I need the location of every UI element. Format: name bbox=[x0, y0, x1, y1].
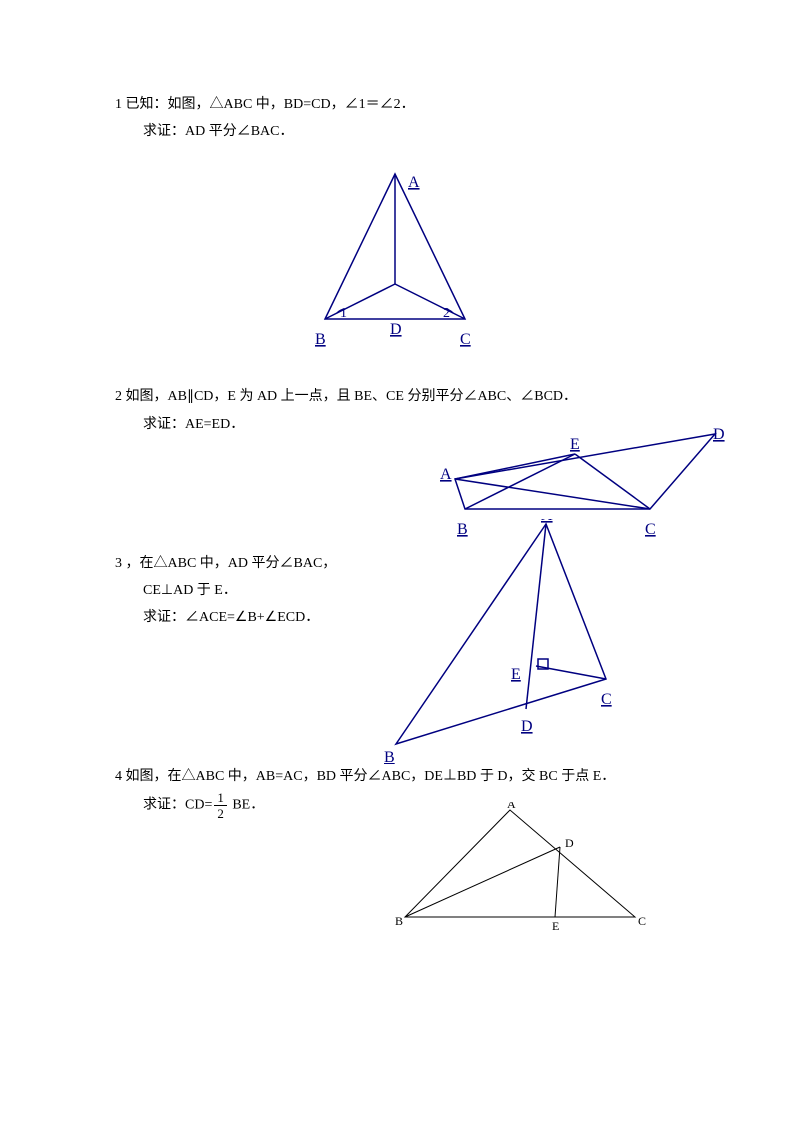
label-a: A bbox=[541, 519, 553, 524]
problem-1: 1 已知：如图，△ABC 中，BD=CD，∠1＝∠2． 求证：AD 平分∠BAC… bbox=[115, 92, 700, 354]
label-ang2: 2 bbox=[443, 306, 450, 321]
fraction: 12 bbox=[214, 791, 227, 820]
label-d: D bbox=[390, 321, 402, 338]
label-c: C bbox=[601, 691, 612, 708]
p4-line1: 4 如图，在△ABC 中，AB=AC，BD 平分∠ABC，DE⊥BD 于 D，交… bbox=[115, 764, 700, 789]
label-d: D bbox=[565, 836, 574, 850]
label-a: A bbox=[507, 802, 516, 811]
label-b: B bbox=[395, 914, 403, 928]
frac-den: 2 bbox=[214, 806, 227, 820]
p1-figure: A B C D 1 2 bbox=[295, 169, 700, 354]
label-e: E bbox=[570, 436, 580, 453]
p3-num: 3 bbox=[115, 556, 122, 571]
p3-figure: A B C D E bbox=[376, 519, 636, 764]
label-c: C bbox=[645, 521, 656, 538]
p3-line3: 求证：∠ACE=∠B+∠ECD． bbox=[115, 605, 336, 630]
p4-text2a: 求证：CD= bbox=[143, 798, 212, 813]
p2-num: 2 bbox=[115, 389, 122, 404]
problem-2: 2 如图，AB∥CD，E 为 AD 上一点，且 BE、CE 分别平分∠ABC、∠… bbox=[115, 384, 700, 538]
p1-line2: 求证：AD 平分∠BAC． bbox=[115, 119, 700, 144]
label-e: E bbox=[552, 919, 559, 933]
label-d: D bbox=[521, 718, 533, 735]
label-e: E bbox=[511, 666, 521, 683]
label-c: C bbox=[460, 331, 471, 348]
p3-line1: 3 ，在△ABC 中，AD 平分∠BAC， bbox=[115, 551, 336, 576]
p4-text1b: 于 D，交 BC 于点 E． bbox=[480, 769, 615, 784]
p4-num: 4 bbox=[115, 769, 122, 784]
label-c: C bbox=[638, 914, 646, 928]
p1-num: 1 bbox=[115, 97, 122, 112]
p4-figure: A B C D E bbox=[395, 802, 700, 942]
label-b: B bbox=[315, 331, 326, 348]
label-b: B bbox=[384, 749, 395, 764]
label-a: A bbox=[408, 174, 420, 191]
p4-text1a: 如图，在△ABC 中，AB=AC，BD 平分∠ABC，DE⊥BD bbox=[126, 769, 477, 784]
p1-text1: 已知：如图，△ABC 中，BD=CD，∠1＝∠2． bbox=[126, 97, 415, 112]
p2-text1: 如图，AB∥CD，E 为 AD 上一点，且 BE、CE 分别平分∠ABC、∠BC… bbox=[126, 389, 578, 404]
problem-3: 3 ，在△ABC 中，AD 平分∠BAC， CE⊥AD 于 E． 求证：∠ACE… bbox=[115, 549, 700, 764]
problem-4: 4 如图，在△ABC 中，AB=AC，BD 平分∠ABC，DE⊥BD 于 D，交… bbox=[115, 764, 700, 942]
label-d: D bbox=[713, 426, 725, 443]
label-ang1: 1 bbox=[340, 306, 347, 321]
p3-line2: CE⊥AD 于 E． bbox=[115, 578, 336, 603]
p3-text1: ，在△ABC 中，AD 平分∠BAC， bbox=[126, 556, 337, 571]
label-a: A bbox=[440, 466, 452, 483]
frac-num: 1 bbox=[214, 791, 227, 806]
p4-text2b: BE． bbox=[229, 798, 264, 813]
p2-line1: 2 如图，AB∥CD，E 为 AD 上一点，且 BE、CE 分别平分∠ABC、∠… bbox=[115, 384, 700, 409]
p1-line1: 1 已知：如图，△ABC 中，BD=CD，∠1＝∠2． bbox=[115, 92, 700, 117]
